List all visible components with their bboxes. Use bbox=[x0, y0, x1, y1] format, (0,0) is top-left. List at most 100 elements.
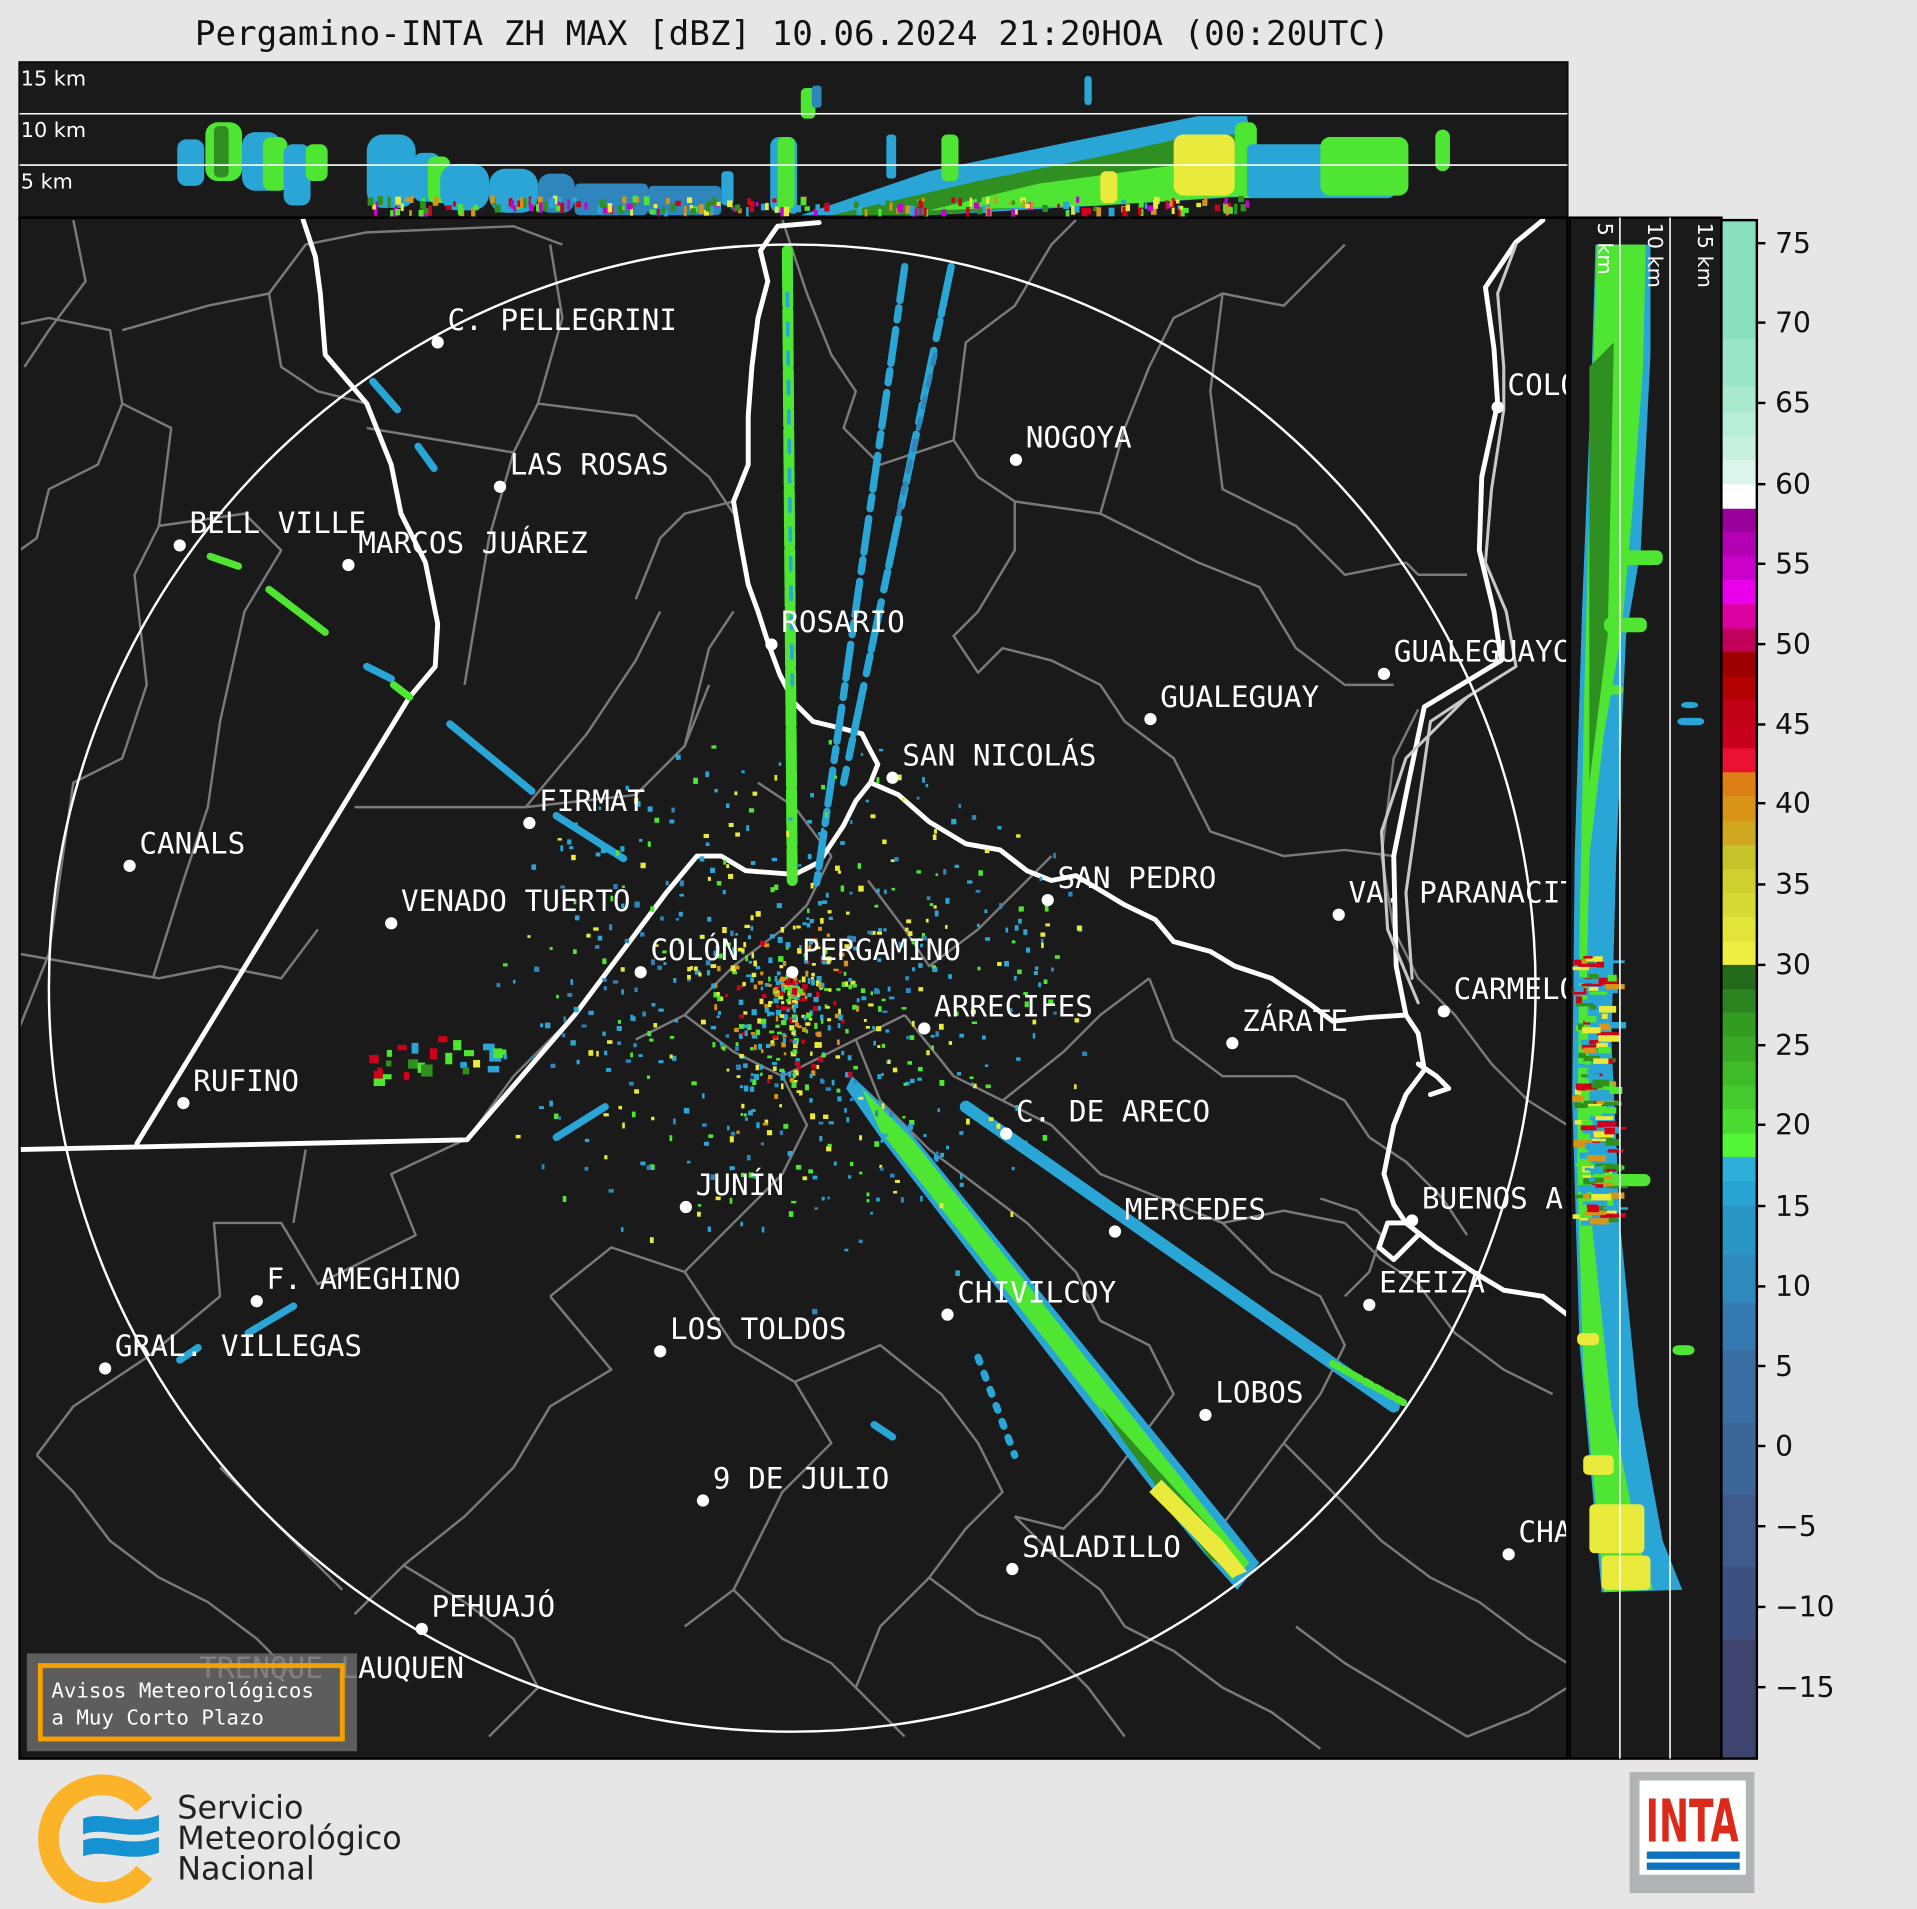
echo-pixel bbox=[824, 949, 828, 955]
colorbar-tick-label: 40 bbox=[1775, 787, 1811, 820]
echo-pixel bbox=[675, 918, 679, 921]
echo-pixel bbox=[791, 988, 798, 995]
echo-pixel bbox=[385, 1060, 392, 1067]
echo-pixel bbox=[793, 1079, 798, 1083]
echo-pixel bbox=[1600, 1213, 1616, 1218]
echo-pixel bbox=[812, 1175, 818, 1180]
echo-pixel bbox=[1587, 1154, 1606, 1162]
city-label: GRAL. VILLEGAS bbox=[115, 1329, 362, 1363]
echo-pixel bbox=[752, 791, 758, 796]
echo-pixel bbox=[1177, 205, 1182, 211]
echo-pixel bbox=[833, 1000, 837, 1005]
echo-pixel bbox=[863, 1018, 867, 1022]
echo-pixel bbox=[946, 1145, 949, 1150]
echo-pixel bbox=[1606, 1207, 1629, 1210]
echo-pixel bbox=[835, 865, 840, 871]
city-dot-icon bbox=[1332, 908, 1345, 921]
echo-pixel bbox=[429, 1048, 437, 1060]
echo-area bbox=[283, 144, 311, 206]
echo-pixel bbox=[748, 1172, 754, 1178]
echo-pixel bbox=[819, 1135, 823, 1142]
echo-pixel bbox=[513, 205, 517, 212]
city-marker: SAN PEDRO bbox=[1041, 861, 1216, 907]
echo-pixel bbox=[845, 1028, 849, 1034]
echo-pixel bbox=[798, 998, 802, 1002]
echo-pixel bbox=[759, 998, 764, 1005]
echo-pixel bbox=[760, 1142, 765, 1146]
echo-pixel bbox=[603, 207, 609, 214]
echo-pixel bbox=[691, 1081, 697, 1086]
echo-pixel bbox=[593, 927, 599, 931]
echo-pixel bbox=[810, 792, 815, 798]
city-marker: SAN NICOLÁS bbox=[886, 738, 1096, 784]
echo-pixel bbox=[1030, 200, 1034, 209]
echo-pixel bbox=[588, 1050, 594, 1056]
echo-pixel bbox=[870, 1211, 873, 1215]
department-border bbox=[1282, 1442, 1568, 1665]
echo-beam bbox=[870, 1421, 897, 1441]
echo-pixel bbox=[817, 901, 822, 906]
echo-pixel bbox=[767, 1078, 770, 1084]
colorbar-bin bbox=[1721, 676, 1757, 701]
echo-pixel bbox=[853, 1065, 858, 1070]
city-dot-icon bbox=[385, 917, 398, 930]
echo-pixel bbox=[891, 887, 896, 891]
echo-pixel bbox=[932, 966, 938, 972]
echo-pixel bbox=[722, 1046, 726, 1051]
echo-pixel bbox=[1584, 1167, 1591, 1171]
echo-pixel bbox=[729, 1136, 734, 1143]
echo-pixel bbox=[1074, 1018, 1080, 1023]
echo-pixel bbox=[838, 1014, 843, 1021]
echo-pixel bbox=[649, 1237, 654, 1244]
echo-pixel bbox=[1598, 1035, 1621, 1042]
echo-pixel bbox=[428, 205, 433, 216]
city-label: GUALEGUAYCHÚ bbox=[1394, 633, 1606, 669]
echo-pixel bbox=[805, 1029, 809, 1034]
echo-pixel bbox=[820, 958, 825, 964]
echo-pixel bbox=[712, 1042, 716, 1048]
city-marker: CARMELO bbox=[1437, 972, 1567, 1018]
echo-pixel bbox=[395, 208, 401, 216]
echo-pixel bbox=[787, 994, 791, 1001]
department-border bbox=[354, 684, 711, 809]
echo-pixel bbox=[377, 196, 383, 206]
echo-pixel bbox=[528, 196, 532, 208]
echo-pixel bbox=[1607, 1149, 1624, 1153]
echo-pixel bbox=[640, 932, 645, 937]
echo-area bbox=[721, 171, 734, 206]
echo-pixel bbox=[780, 926, 785, 933]
inta-logo-text: INTA bbox=[1646, 1788, 1739, 1856]
echo-pixel bbox=[735, 933, 738, 936]
echo-pixel bbox=[1011, 209, 1015, 217]
echo-pixel bbox=[1010, 1211, 1014, 1217]
city-marker: GUALEGUAYCHÚ bbox=[1377, 633, 1606, 680]
echo-pixel bbox=[632, 195, 638, 204]
echo-pixel bbox=[819, 1078, 824, 1082]
department-border bbox=[292, 1149, 307, 1224]
echo-pixel bbox=[740, 1112, 744, 1116]
echo-pixel bbox=[1042, 1135, 1048, 1141]
echo-pixel bbox=[615, 850, 620, 856]
echo-beam bbox=[176, 1344, 202, 1364]
echo-pixel bbox=[834, 775, 837, 779]
echo-pixel bbox=[537, 196, 543, 207]
echo-pixel bbox=[595, 852, 601, 857]
echo-pixel bbox=[772, 1035, 778, 1039]
colorbar-bin bbox=[1721, 1639, 1757, 1760]
echo-pixel bbox=[837, 1096, 842, 1102]
echo-pixel bbox=[887, 986, 891, 992]
city-dot-icon bbox=[918, 1022, 931, 1035]
city-marker: F. AMEGHINO bbox=[250, 1262, 461, 1308]
warning-box[interactable]: Avisos Meteorológicos a Muy Corto Plazo bbox=[26, 1653, 357, 1752]
echo-pixel bbox=[997, 961, 1002, 967]
echo-beam bbox=[390, 681, 414, 701]
echo-pixel bbox=[699, 856, 705, 862]
echo-pixel bbox=[621, 885, 625, 889]
echo-beam bbox=[839, 262, 955, 787]
echo-pixel bbox=[727, 1125, 730, 1131]
echo-pixel bbox=[814, 1042, 818, 1048]
echo-pixel bbox=[870, 991, 874, 996]
echo-pixel bbox=[599, 199, 606, 208]
echo-pixel bbox=[826, 956, 832, 962]
